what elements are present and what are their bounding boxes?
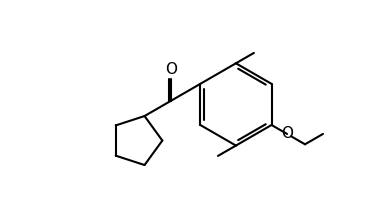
Text: O: O [281,126,293,141]
Text: O: O [165,62,177,76]
